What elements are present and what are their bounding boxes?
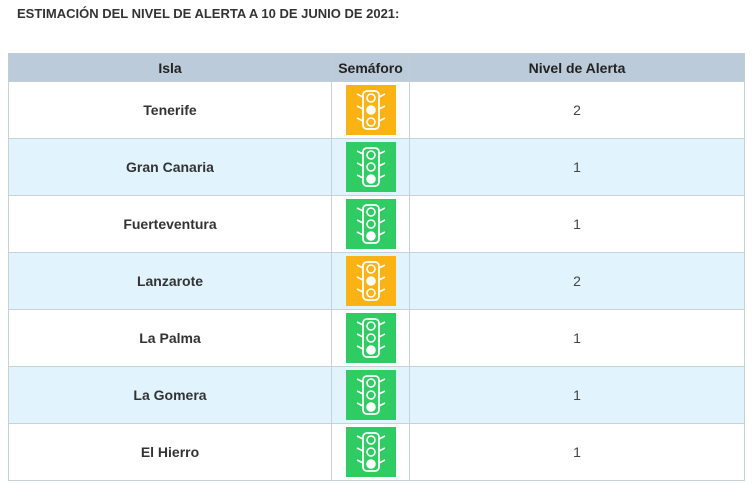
- nivel-cell: 1: [409, 309, 745, 367]
- light-housing: [361, 147, 380, 187]
- light: [365, 390, 376, 400]
- light: [365, 321, 376, 331]
- icon-background: [345, 142, 396, 192]
- column-header: Isla: [8, 53, 332, 82]
- icon-background: [345, 370, 396, 420]
- table-row: Fuerteventura 1: [8, 195, 745, 253]
- light: [365, 117, 376, 127]
- traffic-light-icon: [345, 199, 396, 249]
- traffic-light-icon: [345, 142, 396, 192]
- light-visor: [356, 447, 385, 452]
- light: [365, 459, 376, 469]
- semaforo-cell: [331, 423, 410, 481]
- semaforo-cell: [331, 309, 410, 367]
- light-visor: [356, 390, 385, 395]
- light: [365, 150, 376, 160]
- semaforo-cell: [331, 252, 410, 310]
- nivel-cell: 1: [409, 138, 745, 196]
- table-row: Gran Canaria 1: [8, 138, 745, 196]
- column-header: Semáforo: [331, 53, 410, 82]
- light-housing: [361, 90, 380, 130]
- isla-cell: Gran Canaria: [8, 138, 332, 196]
- alert-table: Isla Semáforo Nivel de Alerta Tenerife 2 G…: [8, 53, 745, 481]
- nivel-cell: 2: [409, 81, 745, 139]
- column-header: Nivel de Alerta: [409, 53, 745, 82]
- light-visor: [356, 174, 385, 179]
- light: [365, 264, 376, 274]
- icon-background: [345, 427, 396, 477]
- isla-cell: Fuerteventura: [8, 195, 332, 253]
- isla-cell: Tenerife: [8, 81, 332, 139]
- light-visor: [356, 402, 385, 407]
- icon-background: [345, 313, 396, 363]
- light-visor: [356, 435, 385, 440]
- isla-cell: La Palma: [8, 309, 332, 367]
- semaforo-cell: [331, 138, 410, 196]
- light: [365, 105, 376, 115]
- light: [365, 447, 376, 457]
- light-visor: [356, 459, 385, 464]
- nivel-cell: 2: [409, 252, 745, 310]
- traffic-light-icon: [345, 256, 396, 306]
- semaforo-cell: [331, 195, 410, 253]
- isla-cell: Lanzarote: [8, 252, 332, 310]
- light-visor: [356, 264, 385, 269]
- table-row: El Hierro 1: [8, 423, 745, 481]
- light-visor: [356, 219, 385, 224]
- light-visor: [356, 231, 385, 236]
- nivel-cell: 1: [409, 366, 745, 424]
- light: [365, 174, 376, 184]
- table-row: Lanzarote 2: [8, 252, 745, 310]
- semaforo-cell: [331, 366, 410, 424]
- light: [365, 162, 376, 172]
- light: [365, 231, 376, 241]
- light-visor: [356, 288, 385, 293]
- icon-background: [345, 199, 396, 249]
- light-visor: [356, 117, 385, 122]
- nivel-cell: 1: [409, 195, 745, 253]
- light-housing: [361, 432, 380, 472]
- table-row: La Palma 1: [8, 309, 745, 367]
- light: [365, 219, 376, 229]
- light-visor: [356, 150, 385, 155]
- isla-cell: El Hierro: [8, 423, 332, 481]
- light-housing: [361, 204, 380, 244]
- light: [365, 276, 376, 286]
- page-title: ESTIMACIÓN DEL NIVEL DE ALERTA A 10 DE J…: [17, 6, 400, 21]
- light: [365, 207, 376, 217]
- table-row: La Gomera 1: [8, 366, 745, 424]
- light-visor: [356, 207, 385, 212]
- light: [365, 288, 376, 298]
- light: [365, 378, 376, 388]
- header-row: Isla Semáforo Nivel de Alerta: [8, 53, 745, 82]
- light-visor: [356, 345, 385, 350]
- light-visor: [356, 93, 385, 98]
- light-housing: [361, 318, 380, 358]
- light: [365, 333, 376, 343]
- table-row: Tenerife 2: [8, 81, 745, 139]
- nivel-cell: 1: [409, 423, 745, 481]
- light-housing: [361, 261, 380, 301]
- traffic-light-icon: [345, 313, 396, 363]
- traffic-light-icon: [345, 370, 396, 420]
- light-visor: [356, 333, 385, 338]
- traffic-light-icon: [345, 427, 396, 477]
- light-visor: [356, 378, 385, 383]
- light: [365, 93, 376, 103]
- light: [365, 402, 376, 412]
- light-visor: [356, 321, 385, 326]
- light: [365, 345, 376, 355]
- light-visor: [356, 276, 385, 281]
- semaforo-cell: [331, 81, 410, 139]
- light-visor: [356, 105, 385, 110]
- light-housing: [361, 375, 380, 415]
- light-visor: [356, 162, 385, 167]
- isla-cell: La Gomera: [8, 366, 332, 424]
- traffic-light-icon: [345, 85, 396, 135]
- light: [365, 435, 376, 445]
